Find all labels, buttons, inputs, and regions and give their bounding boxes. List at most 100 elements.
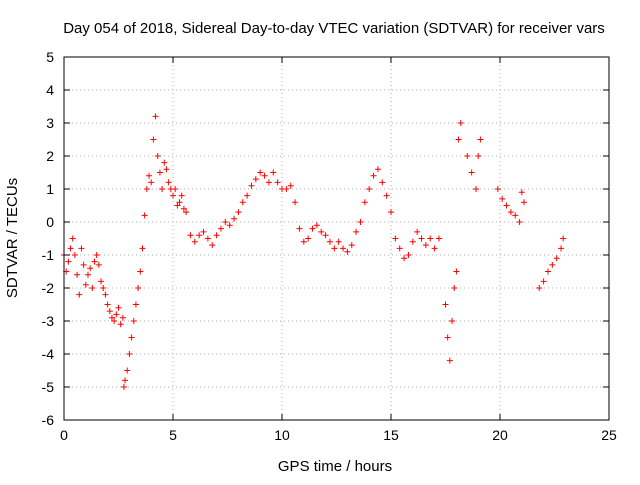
data-point [553,255,560,262]
data-point [335,238,342,245]
data-point [231,215,238,222]
data-point [95,261,102,268]
data-point [451,285,458,291]
data-point [270,169,277,176]
y-tick-label: 4 [46,82,54,98]
data-point [143,186,150,192]
data-point [124,367,131,374]
data-point [361,199,368,206]
data-point [139,245,146,252]
data-point [248,182,255,189]
data-point [422,242,429,249]
y-tick-label: 2 [46,148,54,164]
data-point [473,186,480,192]
data-point [152,113,159,120]
data-point [379,179,386,186]
data-point [128,334,135,341]
data-point [117,321,124,328]
data-point [340,245,347,252]
data-point [331,245,338,252]
data-point [544,268,551,275]
data-point [558,245,565,252]
data-point [180,205,187,212]
data-point [503,202,510,209]
data-point [176,199,183,206]
data-point [468,169,475,176]
data-point [383,192,390,199]
data-point [283,186,290,192]
data-point [217,225,224,232]
data-point [235,209,242,216]
data-point [326,238,333,245]
data-point [244,192,251,199]
data-point [357,219,364,225]
x-tick-label: 15 [383,427,399,443]
data-point [435,235,442,242]
data-point [442,301,449,308]
data-point [100,285,107,291]
data-point [183,209,190,216]
data-point [104,301,111,308]
data-point [69,235,76,242]
data-point [292,199,299,206]
data-point [427,235,434,242]
data-point [200,228,207,235]
grid-lines [64,57,609,420]
y-tick-label: 0 [46,214,54,230]
data-point [148,179,155,186]
data-point [418,235,425,242]
x-tick-label: 20 [492,427,508,443]
data-point [318,228,325,235]
data-point [102,291,109,298]
data-point [300,238,307,245]
data-point [348,242,355,249]
data-point [409,238,416,245]
data-point [156,169,163,176]
data-point [120,384,127,390]
data-point [108,314,115,321]
data-point [187,232,194,239]
data-point [82,281,89,288]
data-point [213,232,220,239]
data-point [344,248,351,255]
y-tick-label: 5 [46,49,54,65]
data-point [119,314,126,321]
data-point [204,235,211,242]
data-point [98,278,105,285]
data-point [196,232,203,239]
data-point [388,209,394,216]
y-tick-label: -2 [42,280,55,296]
data-point [274,179,281,186]
data-point [89,285,96,291]
axis-ticks: -6 -5 -4 -3 -2 -1 0 1 2 3 4 5 0 5 10 15 20 25 [42,49,617,443]
data-point [401,255,408,262]
data-point [265,179,272,186]
data-point [65,258,72,265]
data-point [132,301,139,308]
plot-frame [63,56,610,421]
data-point [516,219,523,225]
data-point [309,225,316,232]
data-point [172,186,179,192]
data-point [444,334,451,341]
data-point [115,304,122,311]
data-series-vars [61,113,567,390]
y-tick-label: -6 [42,412,55,428]
data-point [353,228,360,235]
data-point [126,351,133,357]
data-point [222,219,229,225]
data-point [150,136,157,143]
data-point [165,179,172,186]
y-tick-label: 3 [46,115,54,131]
data-point [287,182,294,189]
data-point [67,245,74,252]
data-point [209,242,216,249]
data-point [130,318,137,324]
data-point [257,169,264,176]
data-point [78,245,85,252]
data-point [455,136,462,143]
data-point [512,212,519,219]
data-point [499,195,506,202]
